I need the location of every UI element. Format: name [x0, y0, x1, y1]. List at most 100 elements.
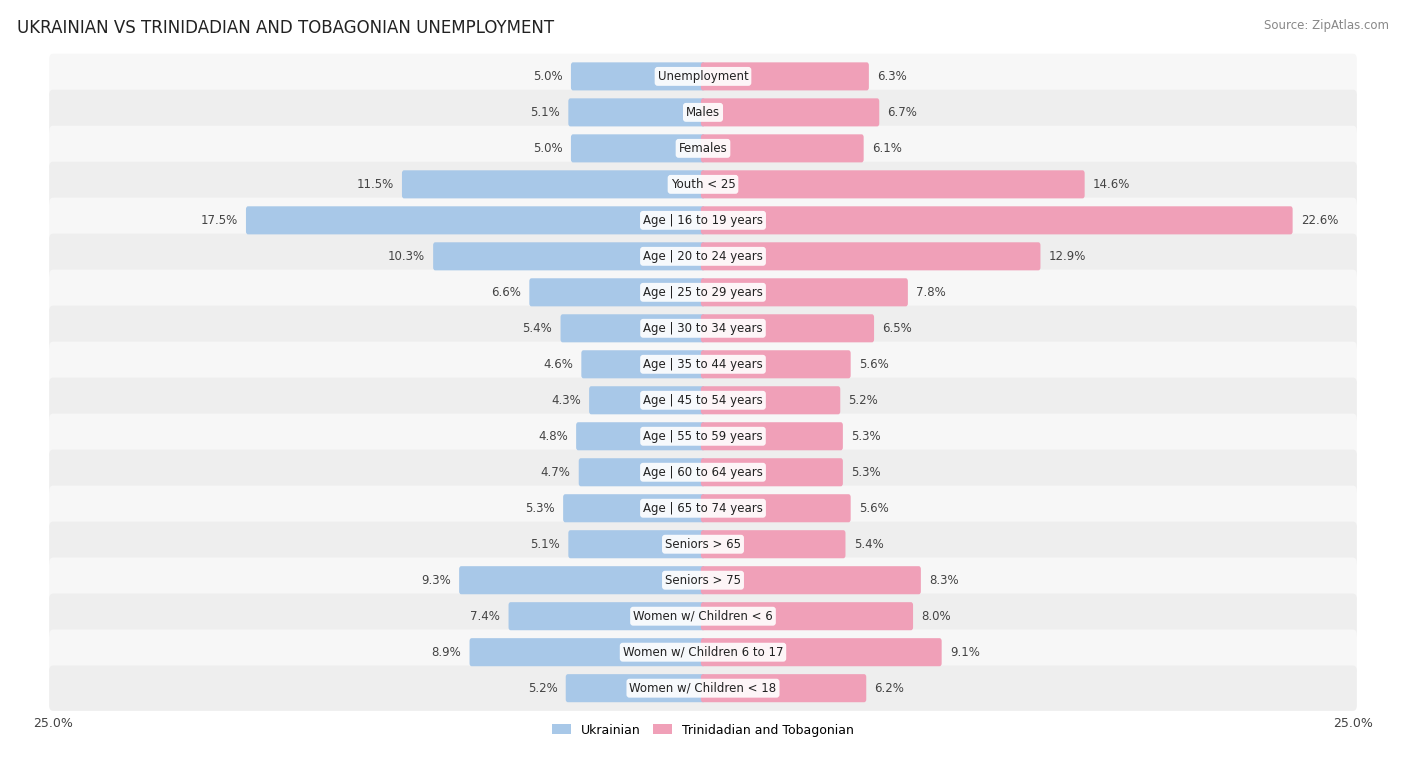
Text: 17.5%: 17.5%	[201, 213, 238, 227]
Text: Women w/ Children < 18: Women w/ Children < 18	[630, 682, 776, 695]
Text: 9.3%: 9.3%	[420, 574, 451, 587]
Text: 6.6%: 6.6%	[491, 286, 522, 299]
FancyBboxPatch shape	[571, 62, 704, 90]
FancyBboxPatch shape	[49, 89, 1357, 135]
FancyBboxPatch shape	[702, 62, 869, 90]
FancyBboxPatch shape	[509, 602, 704, 631]
FancyBboxPatch shape	[702, 566, 921, 594]
Text: Age | 45 to 54 years: Age | 45 to 54 years	[643, 394, 763, 407]
FancyBboxPatch shape	[49, 378, 1357, 423]
Text: 8.0%: 8.0%	[921, 609, 950, 623]
Text: 10.3%: 10.3%	[388, 250, 425, 263]
Text: 5.1%: 5.1%	[530, 537, 560, 551]
Text: 5.1%: 5.1%	[530, 106, 560, 119]
FancyBboxPatch shape	[702, 350, 851, 378]
Text: 4.8%: 4.8%	[538, 430, 568, 443]
Text: 5.4%: 5.4%	[523, 322, 553, 335]
FancyBboxPatch shape	[702, 422, 842, 450]
Text: Age | 60 to 64 years: Age | 60 to 64 years	[643, 466, 763, 478]
Text: 14.6%: 14.6%	[1092, 178, 1130, 191]
FancyBboxPatch shape	[702, 638, 942, 666]
Text: 5.3%: 5.3%	[526, 502, 555, 515]
FancyBboxPatch shape	[49, 413, 1357, 459]
FancyBboxPatch shape	[49, 269, 1357, 315]
FancyBboxPatch shape	[49, 665, 1357, 711]
FancyBboxPatch shape	[702, 458, 842, 486]
Text: 5.0%: 5.0%	[533, 142, 562, 155]
FancyBboxPatch shape	[702, 530, 845, 558]
FancyBboxPatch shape	[702, 279, 908, 307]
FancyBboxPatch shape	[702, 602, 912, 631]
Text: Source: ZipAtlas.com: Source: ZipAtlas.com	[1264, 19, 1389, 32]
Text: Age | 55 to 59 years: Age | 55 to 59 years	[643, 430, 763, 443]
Text: Women w/ Children 6 to 17: Women w/ Children 6 to 17	[623, 646, 783, 659]
FancyBboxPatch shape	[561, 314, 704, 342]
FancyBboxPatch shape	[564, 494, 704, 522]
FancyBboxPatch shape	[702, 98, 879, 126]
Text: Females: Females	[679, 142, 727, 155]
Text: Age | 30 to 34 years: Age | 30 to 34 years	[643, 322, 763, 335]
Text: Women w/ Children < 6: Women w/ Children < 6	[633, 609, 773, 623]
FancyBboxPatch shape	[49, 54, 1357, 99]
FancyBboxPatch shape	[470, 638, 704, 666]
Legend: Ukrainian, Trinidadian and Tobagonian: Ukrainian, Trinidadian and Tobagonian	[547, 718, 859, 742]
FancyBboxPatch shape	[49, 306, 1357, 351]
Text: Age | 35 to 44 years: Age | 35 to 44 years	[643, 358, 763, 371]
FancyBboxPatch shape	[568, 98, 704, 126]
Text: 12.9%: 12.9%	[1049, 250, 1087, 263]
Text: 5.2%: 5.2%	[849, 394, 879, 407]
FancyBboxPatch shape	[702, 674, 866, 702]
Text: 5.3%: 5.3%	[851, 430, 880, 443]
FancyBboxPatch shape	[49, 341, 1357, 387]
FancyBboxPatch shape	[576, 422, 704, 450]
Text: Age | 25 to 29 years: Age | 25 to 29 years	[643, 286, 763, 299]
FancyBboxPatch shape	[702, 494, 851, 522]
Text: 5.2%: 5.2%	[527, 682, 557, 695]
Text: 4.6%: 4.6%	[543, 358, 574, 371]
Text: 5.4%: 5.4%	[853, 537, 883, 551]
FancyBboxPatch shape	[49, 485, 1357, 531]
FancyBboxPatch shape	[702, 314, 875, 342]
FancyBboxPatch shape	[702, 386, 841, 414]
Text: 11.5%: 11.5%	[356, 178, 394, 191]
FancyBboxPatch shape	[581, 350, 704, 378]
Text: 8.9%: 8.9%	[432, 646, 461, 659]
Text: 7.8%: 7.8%	[917, 286, 946, 299]
Text: 5.0%: 5.0%	[533, 70, 562, 83]
Text: Seniors > 75: Seniors > 75	[665, 574, 741, 587]
FancyBboxPatch shape	[702, 170, 1084, 198]
Text: 4.3%: 4.3%	[551, 394, 581, 407]
Text: 5.6%: 5.6%	[859, 358, 889, 371]
FancyBboxPatch shape	[579, 458, 704, 486]
Text: Age | 20 to 24 years: Age | 20 to 24 years	[643, 250, 763, 263]
FancyBboxPatch shape	[49, 522, 1357, 567]
FancyBboxPatch shape	[49, 126, 1357, 171]
FancyBboxPatch shape	[589, 386, 704, 414]
Text: Age | 65 to 74 years: Age | 65 to 74 years	[643, 502, 763, 515]
Text: 6.5%: 6.5%	[883, 322, 912, 335]
FancyBboxPatch shape	[49, 593, 1357, 639]
FancyBboxPatch shape	[702, 242, 1040, 270]
Text: 6.7%: 6.7%	[887, 106, 918, 119]
FancyBboxPatch shape	[568, 530, 704, 558]
Text: 8.3%: 8.3%	[929, 574, 959, 587]
FancyBboxPatch shape	[460, 566, 704, 594]
FancyBboxPatch shape	[246, 207, 704, 235]
FancyBboxPatch shape	[49, 198, 1357, 243]
Text: 5.3%: 5.3%	[851, 466, 880, 478]
FancyBboxPatch shape	[402, 170, 704, 198]
Text: UKRAINIAN VS TRINIDADIAN AND TOBAGONIAN UNEMPLOYMENT: UKRAINIAN VS TRINIDADIAN AND TOBAGONIAN …	[17, 19, 554, 37]
Text: Seniors > 65: Seniors > 65	[665, 537, 741, 551]
FancyBboxPatch shape	[702, 207, 1292, 235]
Text: 22.6%: 22.6%	[1301, 213, 1339, 227]
Text: 5.6%: 5.6%	[859, 502, 889, 515]
FancyBboxPatch shape	[571, 134, 704, 163]
Text: 9.1%: 9.1%	[950, 646, 980, 659]
Text: Age | 16 to 19 years: Age | 16 to 19 years	[643, 213, 763, 227]
FancyBboxPatch shape	[49, 558, 1357, 603]
Text: 4.7%: 4.7%	[540, 466, 571, 478]
Text: 6.3%: 6.3%	[877, 70, 907, 83]
Text: 7.4%: 7.4%	[471, 609, 501, 623]
FancyBboxPatch shape	[49, 234, 1357, 279]
Text: 6.2%: 6.2%	[875, 682, 904, 695]
